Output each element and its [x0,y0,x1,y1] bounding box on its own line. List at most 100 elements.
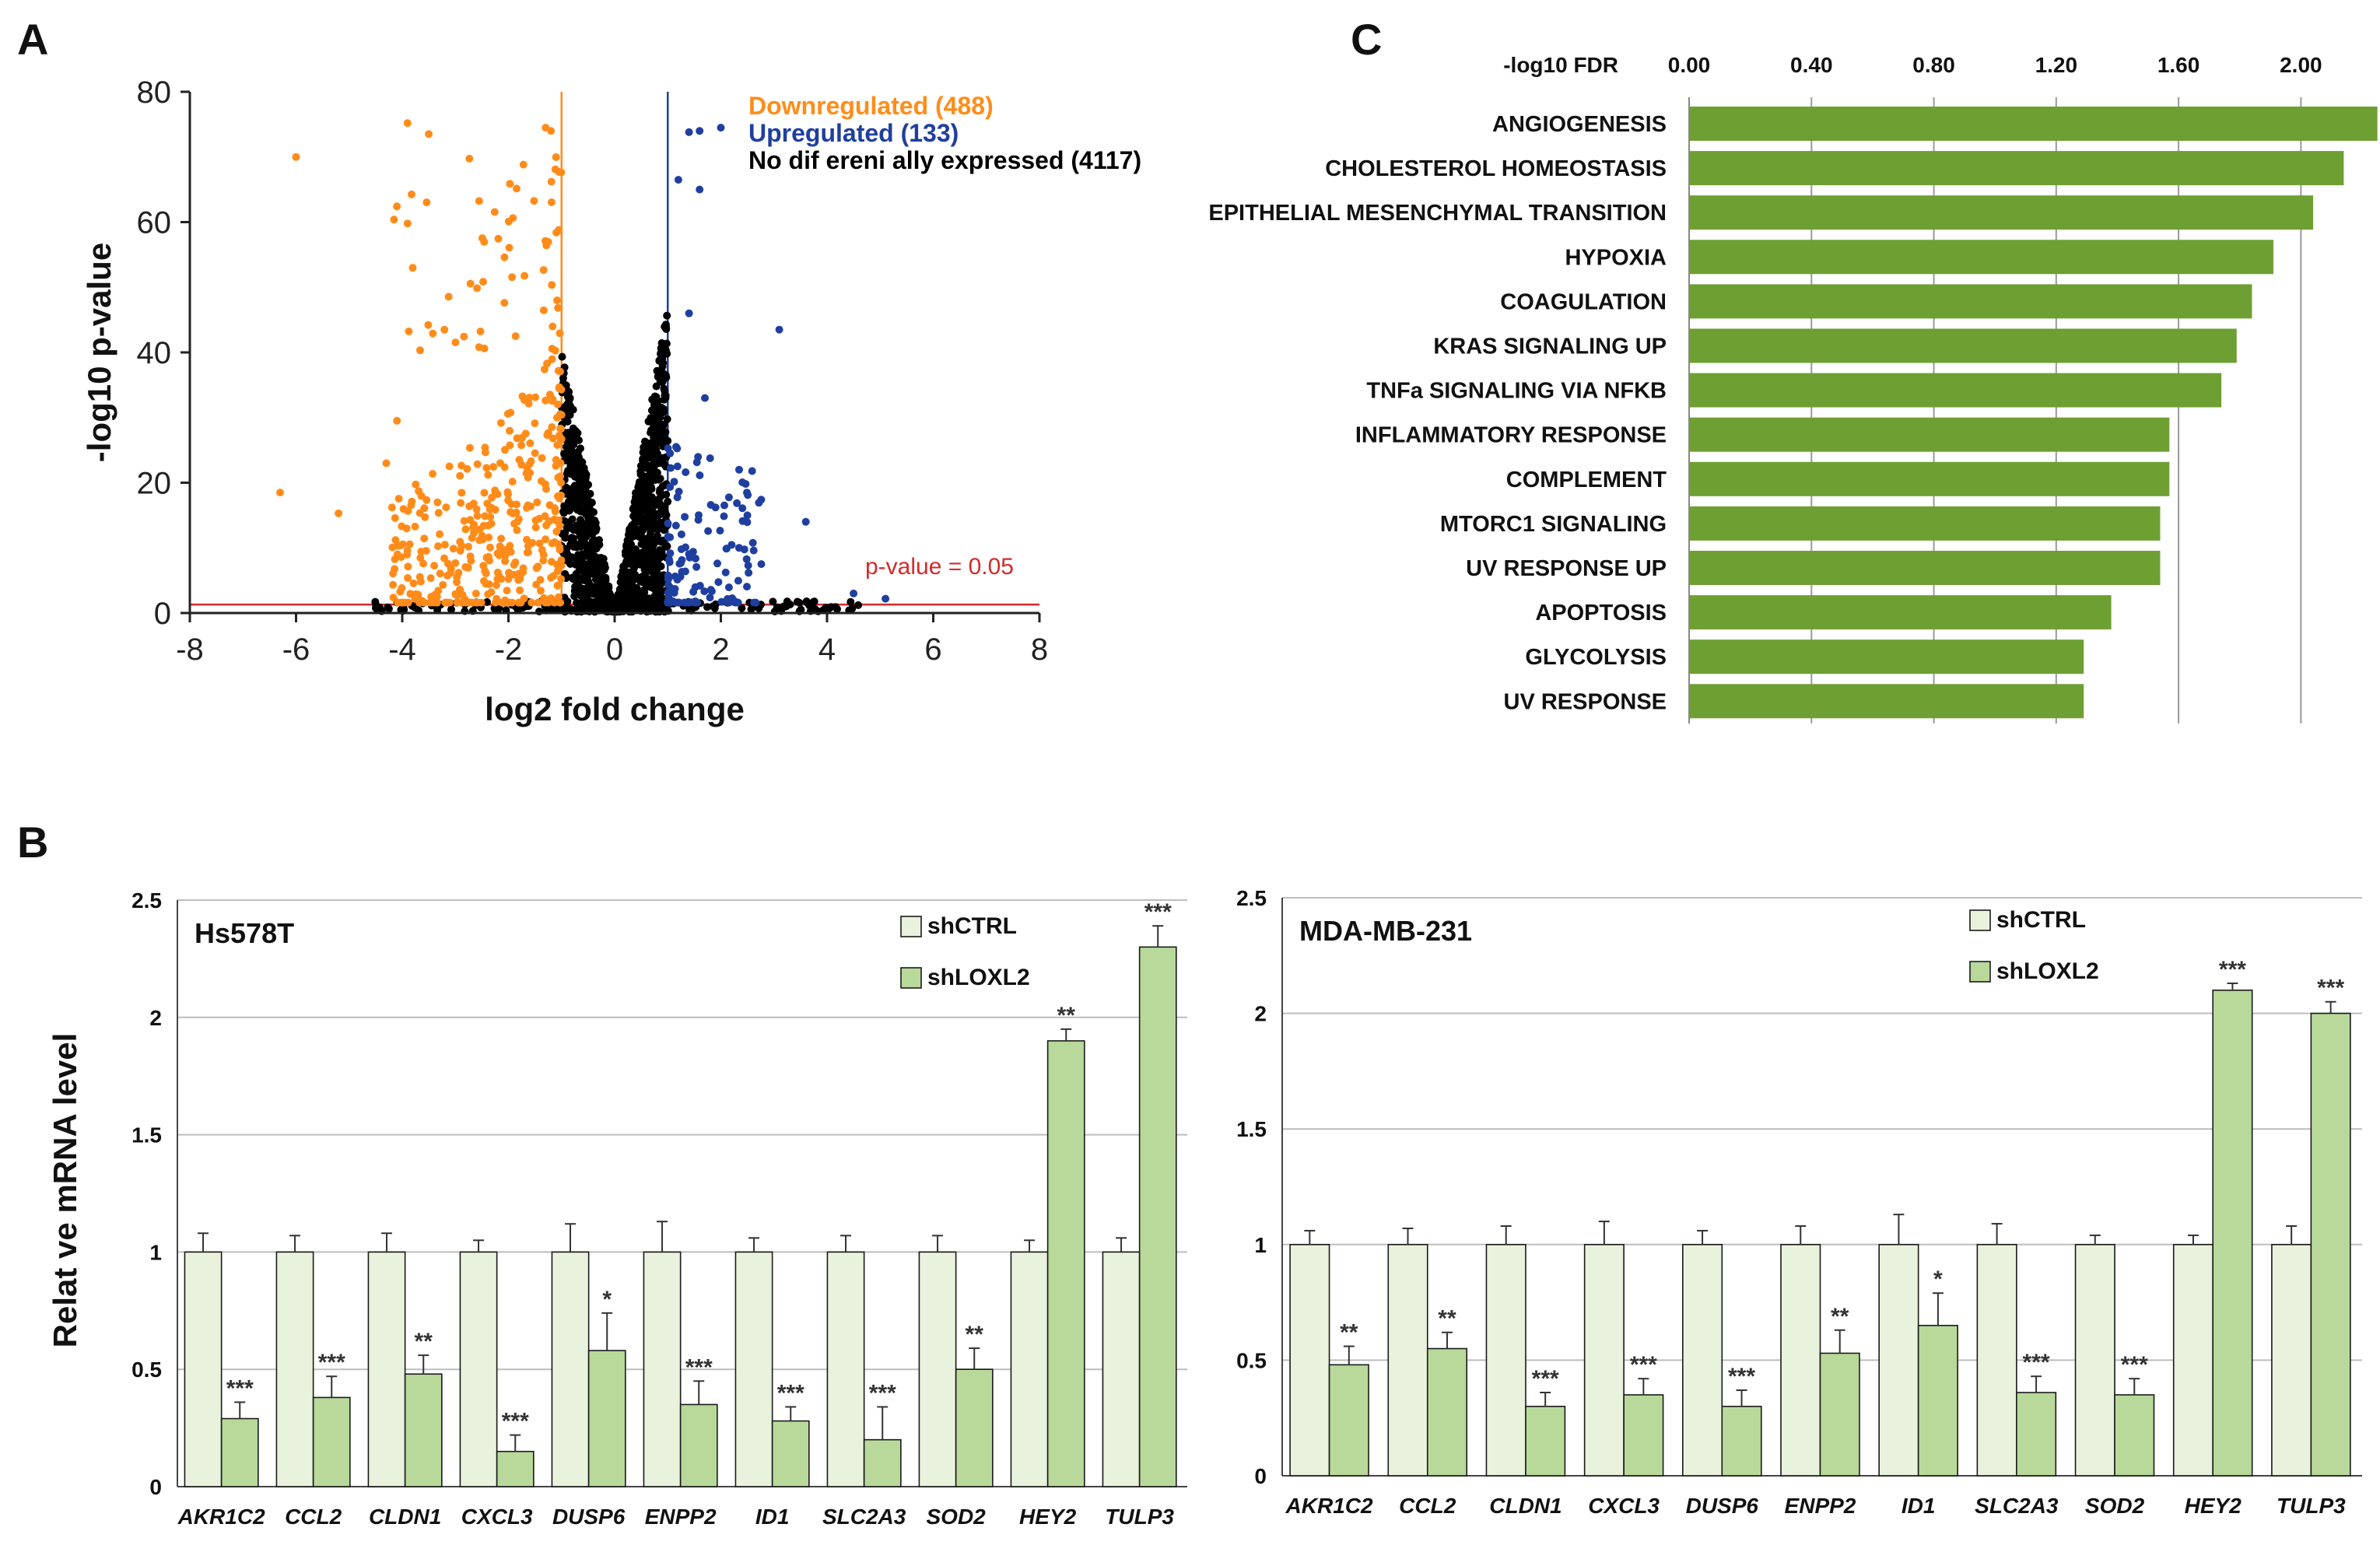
volcano-point-down [505,243,514,252]
volcano-point-ns [738,604,746,612]
volcano-point-ns [575,566,584,575]
volcano-point-down [514,515,523,524]
volcano-point-ns [572,604,580,613]
volcano-point-down [515,456,524,464]
volcano-point-up [664,597,672,605]
volcano-point-down [458,590,467,599]
volcano-point-ns [599,555,608,563]
bar-shctrl [2271,1244,2312,1477]
volcano-point-down [533,498,542,506]
volcano-point-ns [629,506,638,514]
volcano-y-tick-label: 20 [137,467,172,501]
volcano-point-up [733,499,741,507]
gene-label: SLC2A3 [1975,1494,2059,1518]
volcano-point-down [422,198,431,207]
volcano-point-down [484,471,492,479]
pvalue-threshold-label: p-value = 0.05 [865,554,1014,580]
gene-label: SOD2 [2085,1494,2145,1518]
volcano-point-ns [433,605,442,614]
bar-shctrl [367,1251,406,1487]
volcano-y-label: -log10 p-value [81,243,117,462]
volcano-point-up [664,573,673,582]
volcano-point-down [398,522,406,531]
volcano-point-down [531,524,540,531]
volcano-point-down [493,490,502,499]
significance-label: *** [226,1375,254,1401]
volcano-point-ns [572,503,580,512]
volcano-point-down [451,338,460,347]
bar-shloxl2 [1623,1394,1664,1477]
bar-shloxl2 [1819,1352,1860,1477]
volcano-point-ns [655,488,664,496]
significance-label: ** [966,1322,984,1347]
volcano-point-down [487,588,496,597]
volcano-point-ns [598,582,607,590]
significance-label: *** [318,1350,345,1375]
volcano-point-down [424,321,433,329]
volcano-point-ns [640,524,649,532]
volcano-point-down [504,217,513,226]
volcano-point-down [433,598,441,607]
enrichment-x-tick-label: 0.40 [1790,53,1833,77]
bar-shloxl2 [1328,1364,1369,1477]
volcano-point-ns [648,395,657,404]
volcano-point-down [391,536,400,545]
volcano-point-ns [769,597,777,606]
volcano-point-down [463,464,471,473]
volcano-point-ns [656,475,664,483]
enrichment-category-label: COMPLEMENT [1506,468,1667,492]
volcano-point-down [520,594,528,603]
volcano-point-down [398,583,406,592]
volcano-point-ns [656,510,664,519]
bar-shloxl2 [496,1450,535,1487]
volcano-point-up [734,576,742,585]
volcano-point-down [506,180,514,188]
volcano-point-down [467,556,475,565]
volcano-point-ns [623,569,632,577]
volcano-point-ns [640,577,648,586]
volcano-point-ns [564,605,573,613]
volcano-point-up [673,462,682,471]
volcano-point-ns [653,433,661,442]
volcano-point-ns [652,586,661,594]
enrichment-category-label: GLYCOLYSIS [1525,645,1667,670]
volcano-point-down [390,215,398,224]
volcano-point-down [451,559,460,567]
hs578t-bar-chart: 00.511.522.5***AKR1C2***CCL2**CLDN1***CX… [131,888,1187,1529]
volcano-point-ns [627,532,636,540]
enrichment-x-tick-label: 1.20 [2035,53,2078,77]
volcano-point-down [419,559,427,568]
volcano-point-down [549,434,557,443]
gene-label: CCL2 [285,1505,342,1529]
significance-label: ** [1057,1003,1076,1028]
gene-label: ID1 [1902,1494,1936,1518]
volcano-point-ns [653,576,661,585]
volcano-x-tick-label: -8 [176,632,204,667]
volcano-point-down [511,558,520,566]
volcano-point-down [548,423,556,431]
volcano-point-up [673,444,682,453]
volcano-point-ns [583,560,591,569]
volcano-point-down [486,543,494,552]
volcano-point-down [434,542,442,551]
volcano-point-down [552,456,560,464]
volcano-point-down [513,184,521,193]
volcano-point-ns [384,604,393,613]
volcano-point-up [743,511,752,520]
volcano-point-ns [655,356,664,365]
enrichment-bar [1689,551,2161,585]
volcano-point-ns [617,573,626,581]
volcano-point-down [552,462,560,470]
volcano-point-down [398,598,406,607]
volcano-point-up [689,548,697,556]
volcano-point-ns [601,563,609,572]
volcano-point-up [664,588,672,597]
volcano-point-ns [566,394,574,402]
volcano-point-ns [575,436,583,444]
volcano-point-down [482,464,491,472]
significance-label: *** [2317,976,2344,1001]
volcano-point-ns [651,501,660,510]
volcano-point-ns [629,564,638,573]
volcano-point-up [696,185,704,194]
